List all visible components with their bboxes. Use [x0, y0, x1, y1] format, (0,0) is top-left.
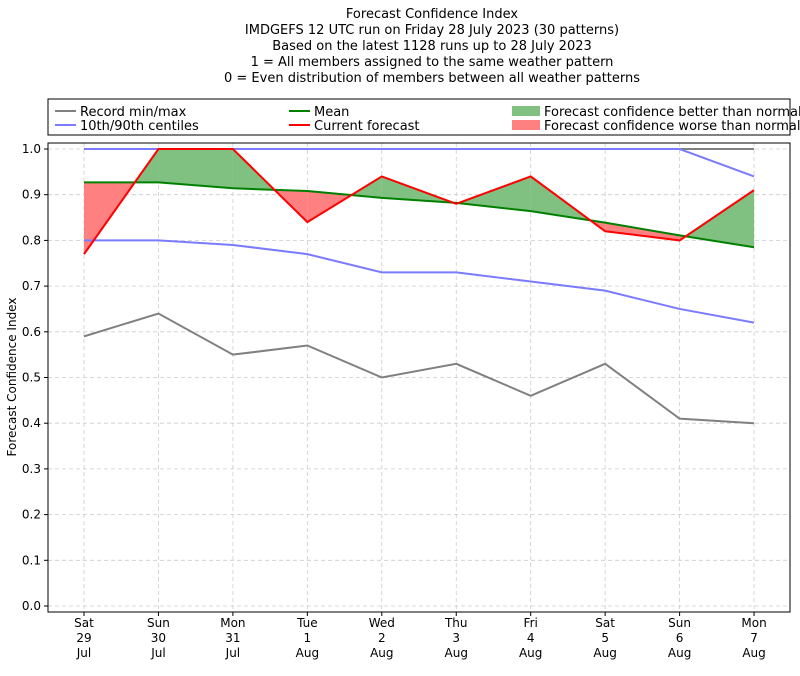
x-tick-label: Jul	[150, 646, 165, 660]
legend-label: Mean	[314, 105, 349, 120]
chart-title-line: 0 = Even distribution of members between…	[224, 71, 640, 86]
legend-swatch	[512, 106, 540, 116]
x-tick-label: Sun	[147, 616, 170, 630]
x-tick-label: Sat	[74, 616, 94, 630]
x-tick-label: Tue	[296, 616, 318, 630]
chart-title-line: Forecast Confidence Index	[346, 7, 518, 22]
chart-title-line: Based on the latest 1128 runs up to 28 J…	[272, 39, 592, 54]
y-tick-label: 0.5	[22, 371, 41, 385]
x-tick-label: 2	[378, 631, 386, 645]
x-tick-label: Aug	[668, 646, 691, 660]
y-tick-label: 0.9	[22, 188, 41, 202]
x-tick-label: Aug	[742, 646, 765, 660]
x-tick-label: 6	[676, 631, 684, 645]
legend-label: 10th/90th centiles	[80, 119, 199, 134]
x-tick-label: Mon	[220, 616, 245, 630]
chart-title-line: 1 = All members assigned to the same wea…	[251, 55, 614, 70]
10th-centile-line	[84, 239, 755, 324]
worse-than-normal-area	[605, 222, 680, 241]
mean-line	[84, 181, 755, 249]
x-tick-label: 1	[304, 631, 312, 645]
y-axis-label: Forecast Confidence Index	[5, 298, 19, 457]
current-forecast-line	[83, 148, 755, 255]
x-tick-label: Sun	[668, 616, 691, 630]
chart-title-line: IMDGEFS 12 UTC run on Friday 28 July 202…	[245, 23, 619, 38]
legend-label: Forecast confidence worse than normal	[544, 119, 800, 134]
x-tick-label: Sat	[595, 616, 615, 630]
y-tick-label: 0.0	[22, 599, 41, 613]
legend-box	[47, 98, 791, 136]
x-tick-label: 3	[452, 631, 460, 645]
x-tick-label: Aug	[370, 646, 393, 660]
x-tick-label: Aug	[593, 646, 616, 660]
x-tick-label: Jul	[225, 646, 240, 660]
x-tick-label: Fri	[524, 616, 538, 630]
y-tick-label: 0.2	[22, 508, 41, 522]
y-tick-label: 0.7	[22, 279, 41, 293]
legend-label: Record min/max	[80, 105, 187, 120]
x-tick-label: 7	[750, 631, 758, 645]
y-tick-label: 0.1	[22, 553, 41, 567]
y-tick-label: 1.0	[22, 142, 41, 156]
better-than-normal-area	[158, 149, 233, 189]
x-tick-label: Aug	[445, 646, 468, 660]
y-tick-label: 0.3	[22, 462, 41, 476]
y-tick-label: 0.6	[22, 325, 41, 339]
x-tick-label: 31	[225, 631, 240, 645]
x-tick-label: Mon	[741, 616, 766, 630]
y-tick-label: 0.4	[22, 416, 41, 430]
legend-swatch	[512, 120, 540, 130]
x-tick-label: Thu	[444, 616, 468, 630]
x-tick-label: 30	[151, 631, 166, 645]
y-tick-label: 0.8	[22, 233, 41, 247]
x-tick-label: 4	[527, 631, 535, 645]
better-than-normal-area	[685, 190, 755, 248]
legend-label: Forecast confidence better than normal	[544, 105, 800, 120]
x-tick-label: Aug	[296, 646, 319, 660]
legend-label: Current forecast	[314, 119, 420, 134]
x-tick-label: Wed	[369, 616, 395, 630]
x-tick-label: Jul	[76, 646, 91, 660]
x-tick-label: 5	[601, 631, 609, 645]
x-tick-label: Aug	[519, 646, 542, 660]
x-tick-label: 29	[76, 631, 91, 645]
record-min-line	[83, 312, 755, 425]
better-than-normal-area	[458, 176, 531, 212]
